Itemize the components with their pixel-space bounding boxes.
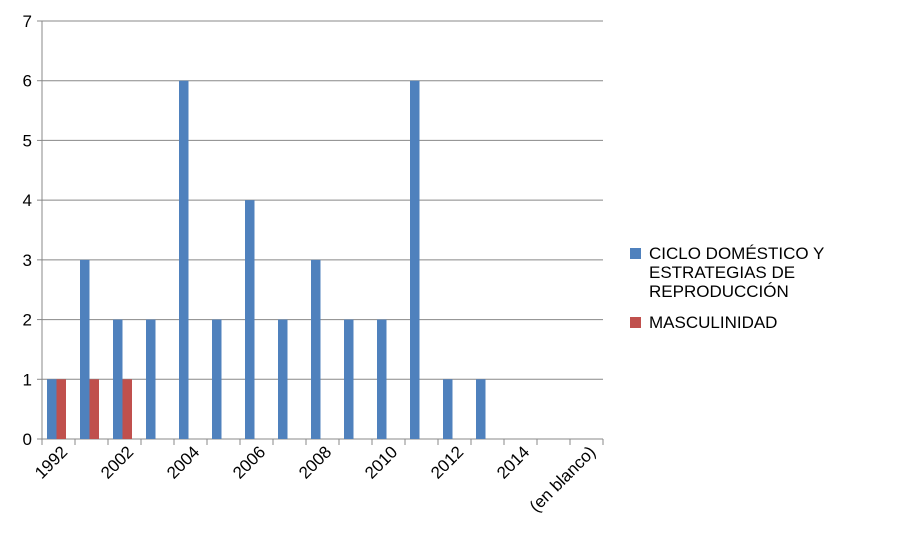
x-tick-label: (en blanco): [526, 442, 600, 516]
bar: [212, 319, 222, 439]
legend-entry: CICLO DOMÉSTICO Y ESTRATEGIAS DE REPRODU…: [630, 244, 880, 301]
y-tick-label: 2: [23, 311, 32, 330]
bar: [47, 379, 57, 439]
x-tick-label: 2008: [295, 442, 335, 482]
y-tick-label: 6: [23, 72, 32, 91]
bar: [122, 379, 132, 439]
bar: [56, 379, 66, 439]
legend-entry: MASCULINIDAD: [630, 313, 880, 332]
bar: [377, 319, 387, 439]
bar: [245, 200, 255, 439]
legend-swatch: [630, 248, 641, 259]
bar: [476, 379, 486, 439]
bar: [113, 319, 123, 439]
legend-swatch: [630, 317, 641, 328]
legend-label: CICLO DOMÉSTICO Y ESTRATEGIAS DE REPRODU…: [649, 244, 825, 301]
bar: [311, 259, 321, 439]
y-tick-label: 5: [23, 131, 32, 150]
legend-label: MASCULINIDAD: [649, 313, 778, 332]
bar: [278, 319, 288, 439]
bar: [89, 379, 99, 439]
bar: [179, 80, 189, 439]
y-tick-label: 3: [23, 251, 32, 270]
legend: CICLO DOMÉSTICO Y ESTRATEGIAS DE REPRODU…: [630, 244, 880, 344]
bar: [146, 319, 156, 439]
x-tick-label: 2002: [97, 442, 137, 482]
bar: [410, 80, 420, 439]
x-tick-label: 1992: [31, 442, 71, 482]
x-tick-label: 2012: [427, 442, 467, 482]
x-tick-label: 2006: [229, 442, 269, 482]
x-tick-label: 2004: [163, 442, 203, 482]
bar: [80, 259, 90, 439]
x-tick-label: 2010: [361, 442, 401, 482]
y-tick-label: 1: [23, 370, 32, 389]
bar: [344, 319, 354, 439]
x-tick-label: 2014: [493, 442, 533, 482]
y-tick-label: 7: [23, 12, 32, 31]
y-tick-label: 4: [23, 191, 32, 210]
bar: [443, 379, 453, 439]
y-tick-label: 0: [23, 430, 32, 449]
